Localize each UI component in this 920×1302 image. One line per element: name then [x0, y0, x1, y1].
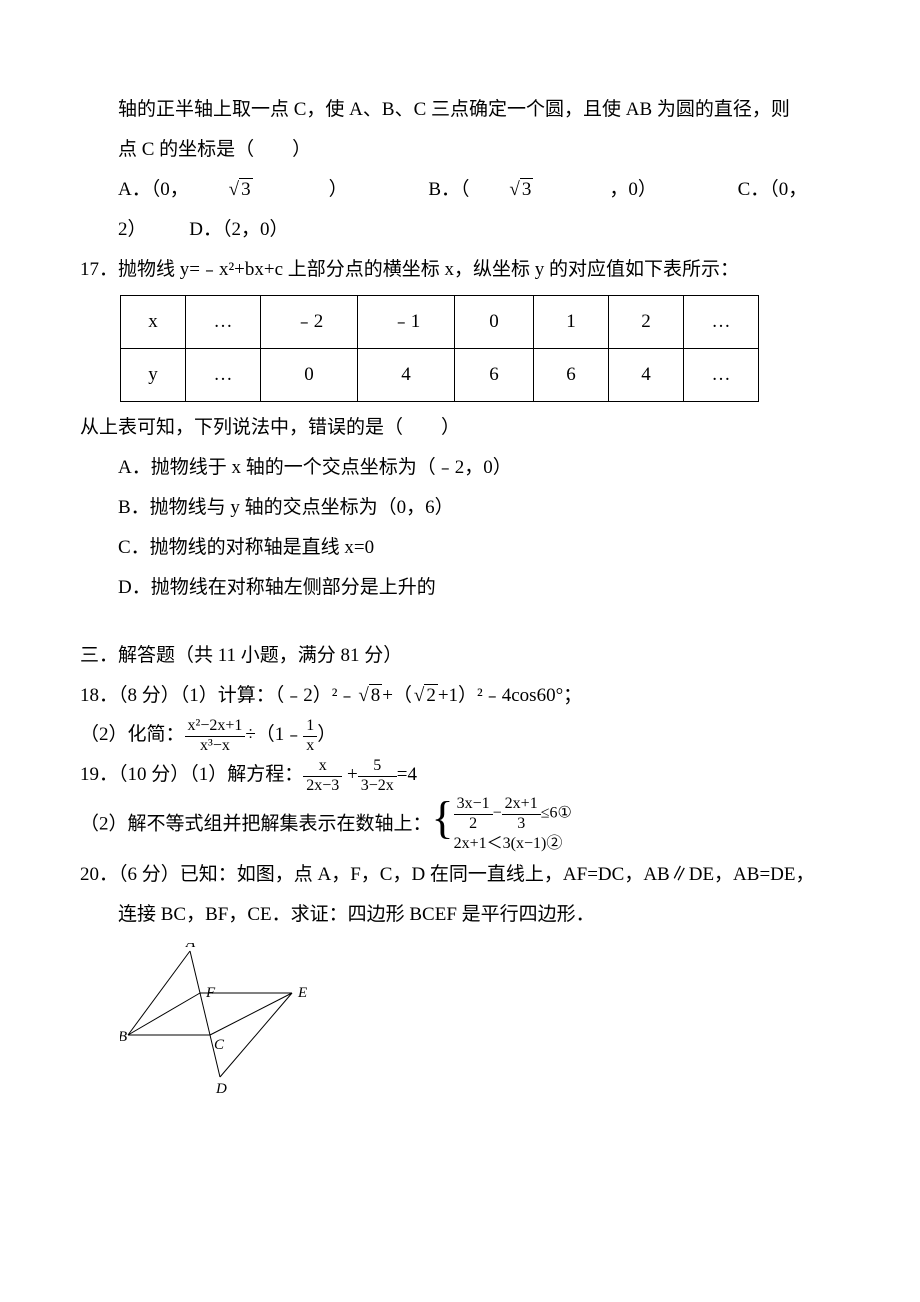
table-cell: 6 — [534, 349, 609, 402]
table-cell: y — [121, 349, 186, 402]
svg-text:E: E — [297, 985, 307, 1001]
brace-system: { 3x−12−2x+13≤6① 2x+1＜3(x−1)② — [432, 795, 572, 855]
section3-title: 三．解答题（共 11 小题，满分 81 分） — [80, 636, 840, 676]
q17-table: x…﹣2﹣1012…y…04664… — [120, 295, 759, 402]
q19-line2: （2）解不等式组并把解集表示在数轴上： { 3x−12−2x+13≤6① 2x+… — [80, 795, 840, 855]
q17-stem: 17．抛物线 y=﹣x²+bx+c 上部分点的横坐标 x，纵坐标 y 的对应值如… — [80, 250, 840, 290]
table-cell: 0 — [455, 296, 534, 349]
svg-text:D: D — [215, 1081, 227, 1093]
table-cell: ﹣1 — [358, 296, 455, 349]
q16-stem-line2: 点 C 的坐标是（ ） — [80, 130, 840, 170]
table-cell: 4 — [609, 349, 684, 402]
svg-text:A: A — [185, 943, 196, 951]
svg-text:F: F — [205, 985, 216, 1001]
q20-line1: 20．（6 分）已知：如图，点 A，F，C，D 在同一直线上，AF=DC，AB∥… — [80, 855, 840, 895]
svg-text:C: C — [214, 1037, 225, 1053]
table-cell: … — [186, 296, 261, 349]
q16-opt-b: B．（3，0） — [428, 179, 695, 200]
sys-line1: 3x−12−2x+13≤6① — [454, 795, 572, 833]
q17-opt-b: B．抛物线与 y 轴的交点坐标为（0，6） — [80, 488, 840, 528]
q16-opt-d: D．（2，0） — [189, 219, 288, 240]
table-cell: … — [684, 349, 759, 402]
q19-line1: 19．（10 分）（1）解方程：x2x−3 +53−2x=4 — [80, 755, 840, 795]
table-cell: x — [121, 296, 186, 349]
q17-after: 从上表可知，下列说法中，错误的是（ ） — [80, 408, 840, 448]
q17-opt-d: D．抛物线在对称轴左侧部分是上升的 — [80, 568, 840, 608]
table-cell: ﹣2 — [261, 296, 358, 349]
q20-line2: 连接 BC，BF，CE．求证：四边形 BCEF 是平行四边形． — [80, 895, 840, 935]
table-cell: … — [684, 296, 759, 349]
q16-options: A．（0，3） B．（3，0） C．（0，2） D．（2，0） — [80, 170, 840, 250]
table-cell: 1 — [534, 296, 609, 349]
q18-line2: （2）化简：x²−2x+1x³−x÷（1﹣1x） — [80, 715, 840, 755]
table-cell: 4 — [358, 349, 455, 402]
sys-line2: 2x+1＜3(x−1)② — [454, 833, 572, 855]
q17-opt-a: A．抛物线于 x 轴的一个交点坐标为（﹣2，0） — [80, 448, 840, 488]
table-cell: 6 — [455, 349, 534, 402]
table-cell: 0 — [261, 349, 358, 402]
table-cell: … — [186, 349, 261, 402]
q16-opt-a: A．（0，3） — [118, 179, 386, 200]
q20-figure: A F C D B E — [120, 943, 320, 1093]
q17-opt-c: C．抛物线的对称轴是直线 x=0 — [80, 528, 840, 568]
svg-text:B: B — [120, 1029, 127, 1045]
table-cell: 2 — [609, 296, 684, 349]
q16-stem-line1: 轴的正半轴上取一点 C，使 A、B、C 三点确定一个圆，且使 AB 为圆的直径，… — [80, 90, 840, 130]
q18-line1: 18．（8 分）（1）计算：（﹣2）²﹣8+（2+1）²﹣4cos60°； — [80, 676, 840, 716]
